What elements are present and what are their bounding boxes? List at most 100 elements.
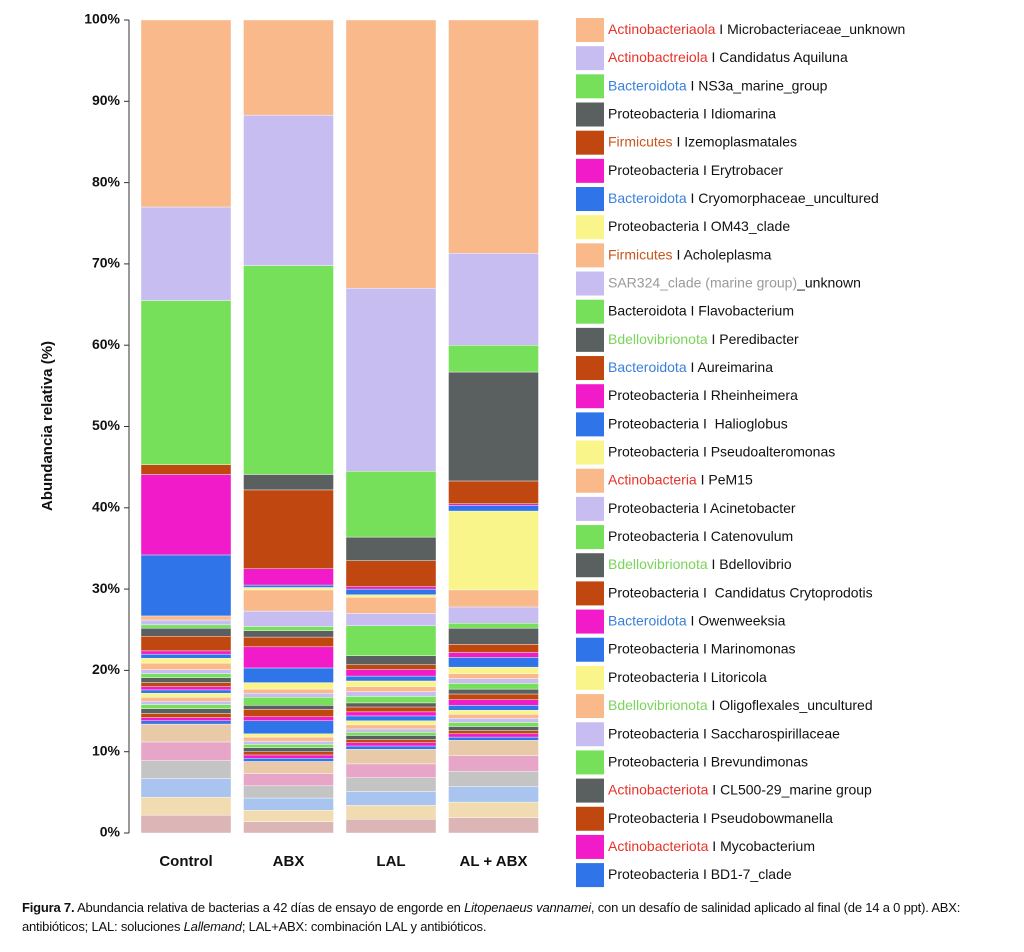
legend-label-part: Proteobacteria I BD1-7_clade	[608, 866, 792, 882]
x-tick-label: LAL	[376, 853, 405, 870]
legend-swatch	[576, 694, 604, 719]
legend-label: Proteobacteria I Acinetobacter	[608, 500, 796, 516]
legend-swatch	[576, 102, 604, 127]
legend-label-part: Proteobacteria I Brevundimonas	[608, 753, 808, 769]
bar-segment	[140, 615, 232, 621]
legend-label-part: Bacteroidota I Flavobacterium	[608, 302, 794, 318]
caption-text: antibióticos; LAL: soluciones	[22, 919, 184, 934]
y-tick-label: 20%	[92, 661, 121, 677]
bar-segment	[140, 673, 232, 678]
bar-segment	[448, 652, 539, 658]
y-tick-label: 40%	[92, 499, 121, 515]
legend-swatch	[576, 665, 604, 690]
legend-label-part: Proteobacteria I Pseudoalteromonas	[608, 443, 835, 459]
bar-segment	[243, 636, 334, 648]
x-tick-label: AL + ABX	[460, 853, 528, 870]
bar-segment	[140, 19, 232, 208]
legend-label-part: I Mycobacterium	[708, 838, 815, 854]
bar-segment	[140, 814, 232, 834]
legend-label: Actinobacteriaola I Microbacteriaceae_un…	[608, 21, 905, 37]
bar-segment	[345, 731, 437, 736]
legend-label-part: Proteobacteria I Erytrobacer	[608, 162, 783, 178]
bar-segment	[140, 778, 232, 798]
bar-segment	[448, 693, 539, 700]
bar-segment	[140, 741, 232, 761]
legend-swatch	[576, 637, 604, 662]
bar-segment	[140, 624, 232, 629]
legend-swatch	[576, 18, 604, 42]
bar-segment	[243, 761, 334, 774]
legend-swatch	[576, 834, 604, 859]
bar-segment	[448, 726, 539, 731]
legend-label: Bacteroidota I Cryomorphaceae_uncultured	[608, 190, 879, 206]
legend-label: Proteobacteria I Saccharospirillaceae	[608, 725, 840, 741]
legend-swatch	[576, 412, 604, 437]
bar-segment	[448, 736, 539, 741]
legend-label: Proteobacteria I Marinomonas	[608, 640, 796, 656]
bar-segment	[140, 713, 232, 718]
legend-label: Bdellovibrionota I Bdellovibrio	[608, 556, 792, 572]
bar-segment	[345, 597, 437, 614]
bar-segment	[448, 771, 539, 787]
bar-segment	[448, 678, 539, 684]
bar-segment	[345, 19, 437, 289]
legend-swatch	[576, 722, 604, 747]
bar-segment	[448, 699, 539, 706]
bar-segment	[243, 688, 334, 694]
bar-segment	[345, 739, 437, 743]
x-tick-label: Control	[159, 853, 212, 870]
y-tick-label: 30%	[92, 580, 121, 596]
caption: Figura 7. Abundancia relativa de bacteri…	[22, 898, 1012, 936]
legend-label: Actinobactreiola I Candidatus Aquiluna	[608, 49, 848, 65]
bar-segment	[243, 489, 334, 569]
bar-segment	[345, 735, 437, 740]
legend-swatch	[576, 327, 604, 352]
bar-segment	[448, 666, 539, 674]
y-tick-label: 60%	[92, 336, 121, 352]
legend-label: Proteobacteria I Halioglobus	[608, 415, 788, 431]
caption-text: Lallemand	[183, 919, 242, 934]
bar-segment	[448, 714, 539, 719]
legend-label-part: Proteobacteria I Litoricola	[608, 669, 767, 685]
legend-swatch	[576, 553, 604, 578]
legend-label-part: I Izemoplasmatales	[673, 133, 798, 149]
legend-swatch	[576, 525, 604, 550]
legend-label-part: Proteobacteria I Rheinheimera	[608, 387, 798, 403]
bar-segment	[345, 471, 437, 538]
legend-swatch	[576, 356, 604, 381]
legend-label: Firmicutes I Acholeplasma	[608, 246, 772, 262]
bar-segment	[448, 730, 539, 735]
legend-label-part: Bacteroidota	[608, 612, 687, 628]
y-tick-label: 100%	[84, 11, 120, 27]
bar-segment	[448, 817, 539, 834]
bar-segment	[243, 740, 334, 745]
bar-segment	[448, 19, 539, 254]
bar-segment	[448, 683, 539, 690]
legend-label: Bacteroidota I Flavobacterium	[608, 302, 794, 318]
legend-swatch	[576, 440, 604, 465]
bar-segment	[140, 636, 232, 652]
bar-segment	[140, 658, 232, 664]
bar-segment	[345, 696, 437, 704]
bar-segment	[243, 610, 334, 627]
bar-segment	[448, 606, 539, 624]
bar-segment	[243, 751, 334, 756]
bar-segment	[448, 371, 539, 482]
legend-label: Firmicutes I Izemoplasmatales	[608, 133, 797, 149]
legend-label-part: Actinobacteriaola	[608, 21, 716, 37]
bar-segment	[243, 587, 334, 591]
bar-segment	[448, 722, 539, 727]
bar-segment	[345, 715, 437, 722]
bar-segment	[243, 758, 334, 762]
legend-label-part: Bacteroidota	[608, 359, 687, 375]
bar-segment	[243, 709, 334, 717]
bar-segment	[448, 733, 539, 738]
bar-segment	[243, 630, 334, 638]
y-tick-label: 50%	[92, 417, 121, 433]
legend-label: SAR324_clade (marine group)_unknown	[608, 274, 861, 290]
bar-segment	[448, 503, 539, 506]
legend-swatch	[576, 299, 604, 324]
bar-segment	[345, 742, 437, 747]
bar-segment	[243, 720, 334, 735]
